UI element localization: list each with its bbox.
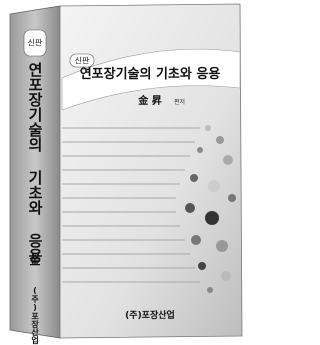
book-photo: 신판 연포장기술의 기초와 응용 金 (주)포장산업 신판 연포장기술의 기초와… bbox=[0, 0, 248, 345]
page: 신판 연포장기술의 기초와 응용 金 (주)포장산업 신판 연포장기술의 기초와… bbox=[0, 0, 248, 345]
cover-author-role: 편저 bbox=[174, 98, 185, 106]
cover-publisher: (주)포장산업 bbox=[125, 309, 175, 321]
spine-author: 金 bbox=[29, 253, 42, 267]
cover-title: 연포장기술의 기초와 응용 bbox=[80, 66, 221, 82]
cover-badge: 신판 bbox=[75, 57, 90, 66]
spine-badge: 신판 bbox=[28, 39, 43, 48]
spine-title: 연포장기술의 기초와 응용 bbox=[26, 62, 44, 264]
spine-publisher: (주)포장산업 bbox=[30, 286, 39, 345]
cover-author: 金 昇 bbox=[137, 94, 161, 107]
